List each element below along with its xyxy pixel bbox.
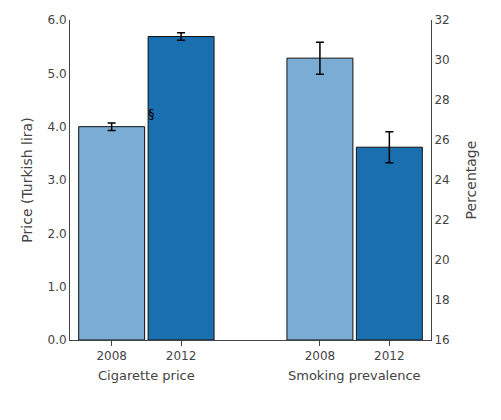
- svg-text:32: 32: [434, 13, 449, 27]
- svg-text:2008: 2008: [96, 349, 127, 363]
- svg-text:2012: 2012: [374, 349, 405, 363]
- svg-text:Percentage: Percentage: [463, 141, 479, 220]
- svg-text:6.0: 6.0: [48, 13, 67, 27]
- svg-text:22: 22: [434, 213, 449, 227]
- svg-text:26: 26: [434, 133, 449, 147]
- svg-text:5.0: 5.0: [48, 67, 67, 81]
- svg-text:0.0: 0.0: [48, 333, 67, 347]
- svg-text:4.0: 4.0: [48, 120, 67, 134]
- svg-text:20: 20: [434, 253, 449, 267]
- svg-text:16: 16: [434, 333, 449, 347]
- svg-text:24: 24: [434, 173, 449, 187]
- svg-text:2008: 2008: [305, 349, 336, 363]
- svg-text:18: 18: [434, 293, 449, 307]
- svg-text:Smoking prevalence: Smoking prevalence: [288, 368, 421, 383]
- svg-text:28: 28: [434, 93, 449, 107]
- svg-text:30: 30: [434, 53, 449, 67]
- svg-text:Cigarette price: Cigarette price: [98, 368, 195, 383]
- svg-text:2.0: 2.0: [48, 227, 67, 241]
- svg-text:3.0: 3.0: [48, 173, 67, 187]
- svg-text:§: §: [148, 106, 155, 121]
- svg-text:Price (Turkish lira): Price (Turkish lira): [19, 117, 35, 242]
- svg-text:2012: 2012: [166, 349, 197, 363]
- svg-text:1.0: 1.0: [48, 280, 67, 294]
